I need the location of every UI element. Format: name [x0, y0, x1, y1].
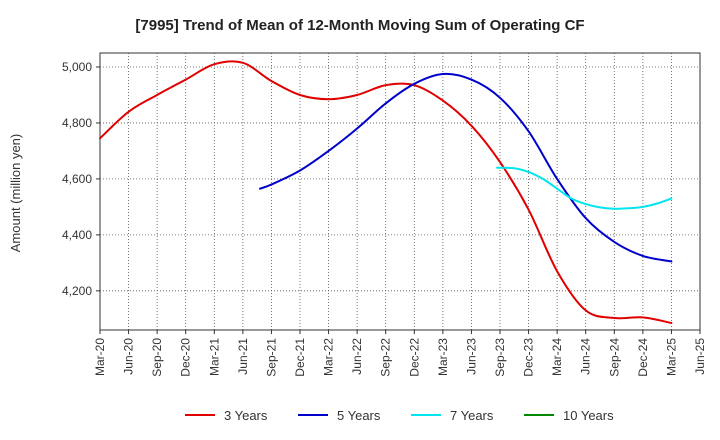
x-tick-label: Mar-24 — [550, 338, 564, 376]
x-tick-label: Mar-25 — [664, 338, 678, 376]
legend-label-10-years: 10 Years — [563, 408, 614, 423]
x-tick-label: Sep-24 — [607, 338, 621, 377]
x-tick-label: Dec-23 — [522, 338, 536, 377]
x-tick-label: Mar-22 — [322, 338, 336, 376]
y-tick-label: 4,600 — [62, 172, 92, 186]
x-axis-ticks: Mar-20 Jun-20 Sep-20 Dec-20 Mar-21 Jun-21 Sep-… — [93, 330, 707, 377]
x-tick-label: Jun-25 — [693, 338, 707, 375]
y-tick-label: 5,000 — [62, 60, 92, 74]
series-lines — [99, 60, 673, 324]
x-tick-label: Sep-22 — [379, 338, 393, 377]
x-tick-label: Mar-21 — [207, 338, 221, 376]
x-tick-label: Sep-21 — [264, 338, 278, 377]
grid — [99, 53, 701, 330]
series-line-5-years — [259, 72, 673, 263]
legend-label-3-years: 3 Years — [224, 408, 268, 423]
x-tick-label: Mar-23 — [436, 338, 450, 376]
series-line-7-years — [496, 166, 673, 210]
y-axis-label: Amount (million yen) — [8, 134, 23, 253]
x-tick-label: Jun-21 — [236, 338, 250, 375]
x-tick-label: Dec-24 — [636, 338, 650, 377]
chart-title: [7995] Trend of Mean of 12-Month Moving … — [135, 17, 584, 34]
x-tick-label: Dec-20 — [179, 338, 193, 377]
x-tick-label: Jun-20 — [122, 338, 136, 375]
y-axis-ticks: 4,200 4,400 4,600 4,800 5,000 — [62, 60, 100, 298]
plot-area — [99, 52, 701, 331]
y-tick-label: 4,800 — [62, 116, 92, 130]
x-tick-label: Dec-22 — [407, 338, 421, 377]
x-tick-label: Jun-24 — [579, 338, 593, 375]
y-tick-label: 4,400 — [62, 228, 92, 242]
legend-label-7-years: 7 Years — [450, 408, 494, 423]
legend-label-5-years: 5 Years — [337, 408, 381, 423]
series-line-3-years — [99, 60, 673, 324]
x-tick-label: Jun-23 — [464, 338, 478, 375]
x-tick-label: Sep-23 — [493, 338, 507, 377]
x-tick-label: Dec-21 — [293, 338, 307, 377]
y-tick-label: 4,200 — [62, 284, 92, 298]
x-tick-label: Jun-22 — [350, 338, 364, 375]
legend: 3 Years 5 Years 7 Years 10 Years — [185, 408, 614, 423]
x-tick-label: Sep-20 — [150, 338, 164, 377]
x-tick-label: Mar-20 — [93, 338, 107, 376]
